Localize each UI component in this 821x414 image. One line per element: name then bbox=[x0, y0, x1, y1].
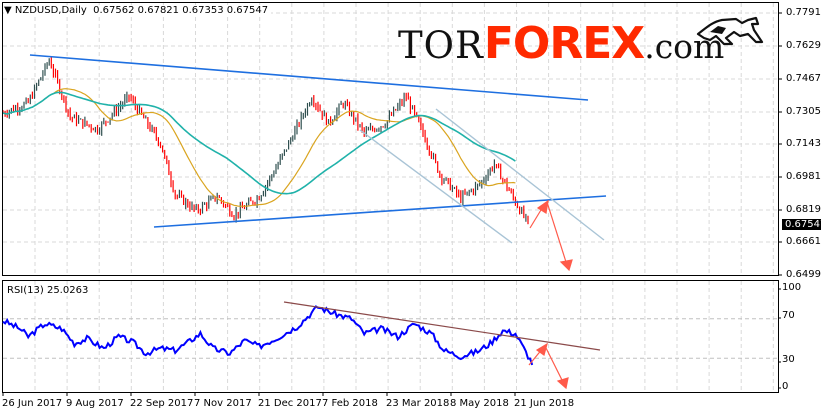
time-label: 23 Mar 2018 bbox=[386, 398, 450, 409]
time-label: 9 Aug 2017 bbox=[66, 398, 124, 409]
watermark-tor: TOR bbox=[398, 24, 484, 67]
rsi-label: 70 bbox=[782, 310, 795, 321]
rsi-label: 30 bbox=[782, 354, 795, 365]
price-bars bbox=[2, 56, 529, 225]
ma-fast-line bbox=[2, 88, 516, 207]
forecast-arrows bbox=[529, 199, 573, 272]
rsi-grid bbox=[3, 281, 778, 392]
channel-lower-line[interactable] bbox=[359, 129, 513, 244]
time-label: 21 Jun 2018 bbox=[514, 398, 575, 409]
bull-icon bbox=[696, 16, 764, 46]
time-label: 26 Jun 2017 bbox=[2, 398, 63, 409]
time-label: 21 Dec 2017 bbox=[258, 398, 322, 409]
price-label: 0.64995 bbox=[786, 269, 821, 280]
resistance-trendline[interactable] bbox=[29, 54, 589, 101]
rsi-label: 0 bbox=[782, 381, 789, 392]
watermark-com: .com bbox=[644, 27, 725, 66]
price-label: 0.66615 bbox=[786, 236, 821, 247]
support-trendline[interactable] bbox=[153, 195, 607, 228]
rsi-label: 100 bbox=[782, 282, 802, 293]
channel-upper-line[interactable] bbox=[435, 108, 605, 241]
chart-header: ▼ NZDUSD,Daily 0.67562 0.67821 0.67353 0… bbox=[4, 5, 272, 16]
rsi-trendline[interactable] bbox=[283, 301, 601, 351]
watermark-forex: FOREX bbox=[483, 18, 645, 69]
rsi-line bbox=[2, 305, 534, 366]
time-label: 7 Nov 2017 bbox=[194, 398, 252, 409]
time-label: 8 May 2018 bbox=[450, 398, 509, 409]
torforex-watermark: TORFOREX.com bbox=[398, 22, 724, 66]
triangle-down-icon[interactable]: ▼ bbox=[4, 5, 12, 16]
current-price-badge: 0.67547 bbox=[782, 219, 821, 230]
rsi-header: RSI(13) 25.0263 bbox=[7, 285, 92, 296]
ma-slow-line bbox=[2, 91, 516, 195]
axis-ticks bbox=[2, 12, 782, 396]
time-label: 22 Sep 2017 bbox=[130, 398, 194, 409]
rsi-panel-frame bbox=[2, 280, 779, 393]
ohlc-values: 0.67562 0.67821 0.67353 0.67547 bbox=[93, 5, 269, 16]
price-panel-frame bbox=[2, 2, 779, 276]
symbol-label: NZDUSD,Daily bbox=[14, 5, 87, 16]
time-label: 7 Feb 2018 bbox=[322, 398, 378, 409]
rsi-forecast-arrows bbox=[528, 342, 569, 390]
